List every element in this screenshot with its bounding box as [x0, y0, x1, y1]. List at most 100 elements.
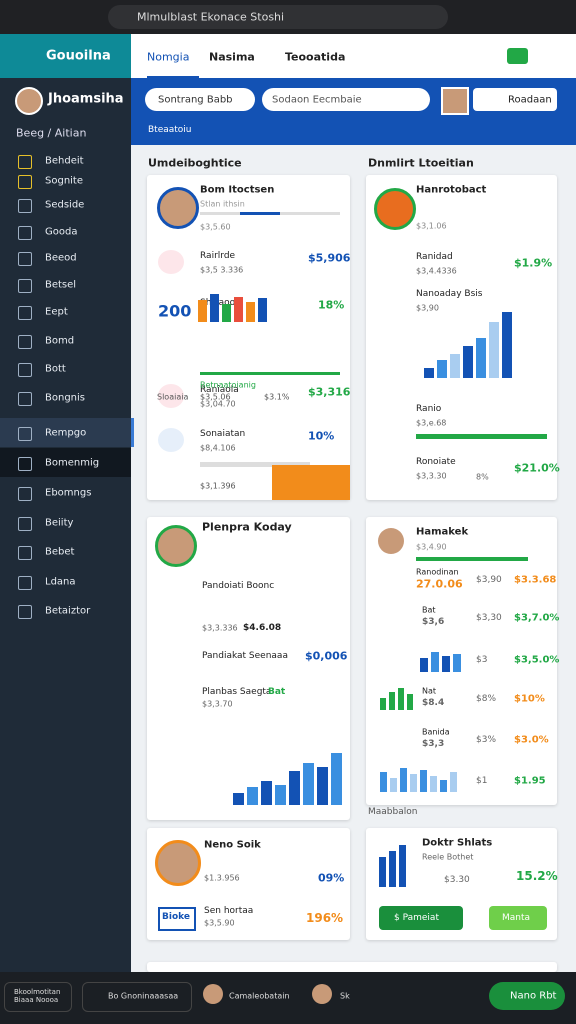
row-value: Bat — [268, 687, 286, 697]
active-item[interactable] — [0, 418, 134, 447]
avatar — [155, 840, 201, 886]
row-sub: 200 — [158, 301, 192, 321]
row-sub: $8.4 — [422, 698, 445, 708]
button[interactable] — [489, 906, 547, 930]
label: Reele Bothet — [422, 852, 474, 862]
avatar — [378, 528, 404, 554]
button[interactable] — [379, 906, 463, 930]
row-title: Banida — [422, 727, 450, 737]
name: Plenpra Koday — [202, 520, 292, 534]
row-value: $1.95 — [514, 775, 546, 787]
row-value: $3,316 — [308, 385, 351, 399]
chart-bar — [222, 304, 231, 322]
avatar — [157, 187, 199, 229]
breadcrumb: Bteaatoiu — [148, 125, 192, 135]
row-title: Ranodinan — [416, 567, 459, 577]
label: $3,1.396 — [200, 481, 236, 491]
row-sub: $3,e.68 — [416, 418, 447, 428]
row-value: $3,7.0% — [514, 612, 560, 624]
label: Stlan ithsin — [200, 199, 245, 209]
nav-item: Behdeit — [45, 155, 84, 167]
row-title: Ranidad — [416, 252, 453, 262]
button[interactable] — [473, 88, 557, 111]
chart-bar — [463, 346, 473, 378]
chart-bar — [247, 787, 258, 805]
chart-bar — [210, 294, 219, 322]
row-value: $3.0% — [514, 734, 549, 746]
row-value: $3.3.68 — [514, 574, 557, 586]
chart-bar — [331, 753, 342, 805]
label: Sloaiaia — [157, 392, 189, 402]
row-sub: $3,6 — [422, 617, 445, 627]
nav-icon — [18, 517, 32, 531]
tab-underline[interactable] — [147, 76, 199, 78]
chart-bar — [246, 302, 255, 322]
chart-bar — [398, 688, 404, 710]
nav-icon — [18, 576, 32, 590]
avatar — [312, 984, 332, 1004]
icon — [158, 384, 184, 408]
header — [131, 34, 576, 78]
row-title: Pandoiati Boonc — [202, 581, 275, 591]
value: 15.2% — [516, 869, 558, 883]
avatar — [374, 188, 416, 230]
chart-bar — [410, 774, 417, 792]
chart-bar — [317, 767, 328, 805]
chart-bar — [233, 793, 244, 805]
nav-item: Gooda — [45, 226, 78, 238]
dropdown[interactable] — [145, 88, 255, 111]
footer-item[interactable] — [4, 982, 72, 1012]
row-value: $0,006 — [305, 649, 348, 663]
row-value: $10% — [514, 693, 545, 705]
row-mid: $8% — [476, 694, 497, 704]
search[interactable] — [262, 88, 430, 111]
orange-block — [272, 465, 350, 500]
button-text: Manta — [502, 913, 531, 923]
row-sub: $3,5 3.336 — [200, 265, 244, 275]
badge: Bioke — [162, 912, 190, 922]
row-sub: $3,5.90 — [204, 918, 235, 928]
row-title: Nanoaday Bsis — [416, 289, 483, 299]
row-value: $21.0% — [514, 461, 560, 475]
label: $1.3.956 — [204, 873, 240, 883]
nav-item: Sognite — [45, 175, 84, 187]
nav-icon — [18, 546, 32, 560]
chart-bar — [450, 354, 460, 378]
dropdown-text: Sontrang Babb — [158, 94, 233, 106]
row-sub: $3,04.70 — [200, 399, 236, 409]
nav-item: Ldana — [45, 576, 76, 588]
row-mid: $3,30 — [476, 613, 502, 623]
user-avatar — [441, 87, 469, 115]
icon — [158, 250, 184, 274]
header-button[interactable] — [507, 48, 528, 64]
nav-icon — [18, 306, 32, 320]
name: Doktr Shlats — [422, 837, 493, 849]
button-text: $ Pameiat — [394, 913, 439, 923]
chart-bar — [502, 312, 512, 378]
nav-item: Beeod — [45, 252, 77, 264]
chart-bar — [390, 778, 397, 792]
label: $3,4.90 — [416, 542, 447, 552]
nav-icon — [18, 457, 32, 471]
chart-bar — [420, 770, 427, 792]
chart-bar — [424, 368, 434, 378]
chart-bar — [431, 652, 439, 672]
row-sub: $3,90 — [416, 303, 439, 313]
nav-icon — [18, 155, 32, 169]
footer-item[interactable] — [82, 982, 192, 1012]
row-mid: $3 — [476, 655, 488, 665]
row-value: $4.6.08 — [243, 623, 282, 633]
chart-bar — [476, 338, 486, 378]
name: Hanrotobact — [416, 184, 487, 196]
nav-icon — [18, 427, 32, 441]
brand: Gouoilna — [46, 48, 111, 64]
selected-item[interactable] — [0, 448, 131, 477]
footer-text: Bo Gnoninaaasaa — [108, 991, 179, 1001]
search-text: Sodaon Eecmbaie — [272, 94, 362, 106]
nav-icon — [18, 392, 32, 406]
address-field — [108, 5, 448, 29]
button[interactable] — [489, 982, 565, 1010]
chart-bar — [407, 694, 413, 710]
chart-bar — [389, 692, 395, 710]
